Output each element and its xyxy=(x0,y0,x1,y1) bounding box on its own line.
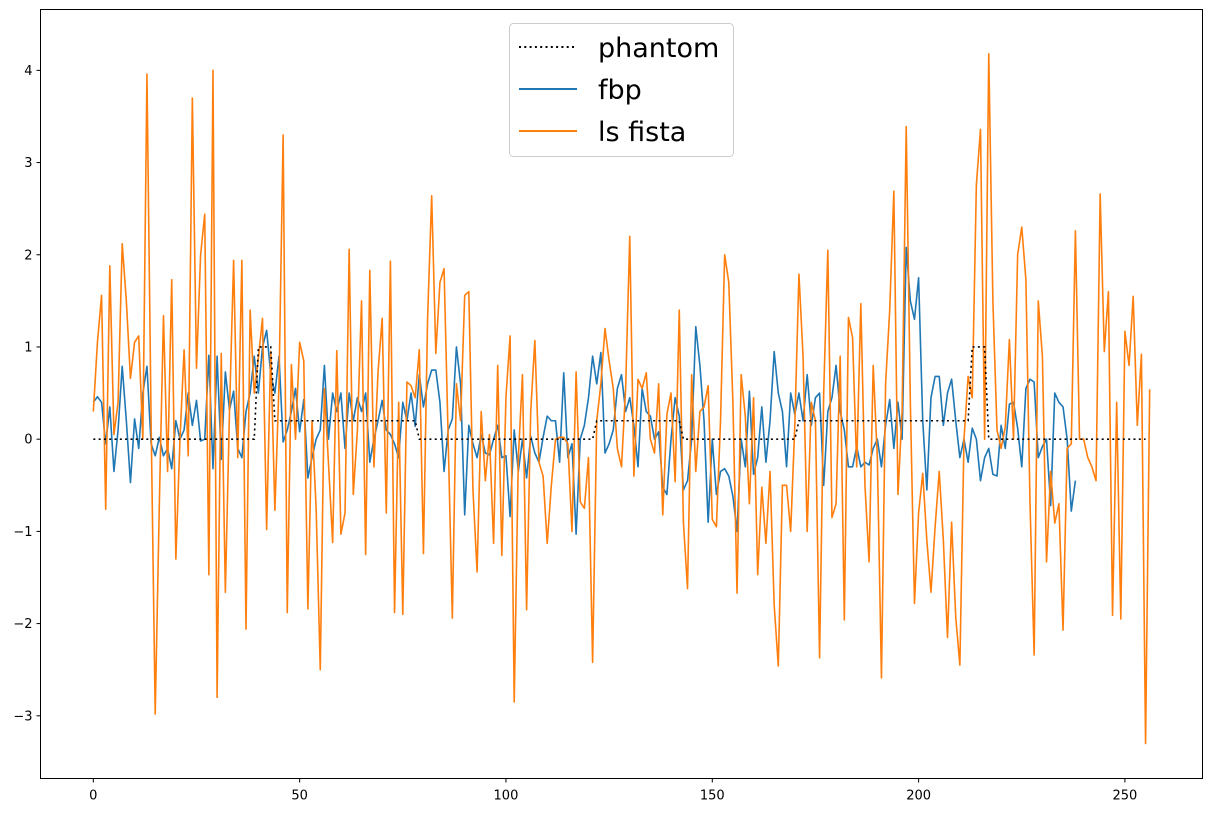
legend-item-fbp: fbp xyxy=(519,75,642,106)
legend-label-ls-fista: ls fista xyxy=(598,117,686,148)
legend: phantom fbp ls fista xyxy=(509,23,734,157)
y-tick-label: −3 xyxy=(13,709,32,724)
axes-frame xyxy=(40,9,1203,779)
series-fbp xyxy=(92,246,1077,535)
y-tick-label: −1 xyxy=(13,525,32,540)
y-tick-label: 2 xyxy=(24,248,32,263)
legend-item-phantom: phantom xyxy=(519,33,719,64)
x-tick-label: 200 xyxy=(906,789,931,804)
y-tick-label: 3 xyxy=(24,156,32,171)
x-tick-label: 150 xyxy=(700,789,725,804)
y-axis: −3 −2 −1 0 1 2 3 4 xyxy=(13,64,41,724)
legend-label-fbp: fbp xyxy=(598,75,642,106)
x-axis: 0 50 100 150 200 250 xyxy=(89,778,1138,804)
y-tick-label: −2 xyxy=(13,617,32,632)
legend-label-phantom: phantom xyxy=(598,33,719,64)
legend-item-ls-fista: ls fista xyxy=(519,117,686,148)
series-ls-fista xyxy=(92,52,1151,745)
plot-area xyxy=(92,52,1151,745)
ls-fista-line xyxy=(92,52,1151,745)
x-tick-label: 0 xyxy=(89,789,97,804)
y-tick-label: 0 xyxy=(24,433,32,448)
x-tick-label: 250 xyxy=(1113,789,1138,804)
fbp-line xyxy=(92,246,1077,535)
legend-box xyxy=(509,23,734,157)
x-tick-label: 100 xyxy=(494,789,519,804)
y-tick-label: 4 xyxy=(24,64,32,79)
x-tick-label: 50 xyxy=(291,789,308,804)
y-tick-label: 1 xyxy=(24,340,32,355)
